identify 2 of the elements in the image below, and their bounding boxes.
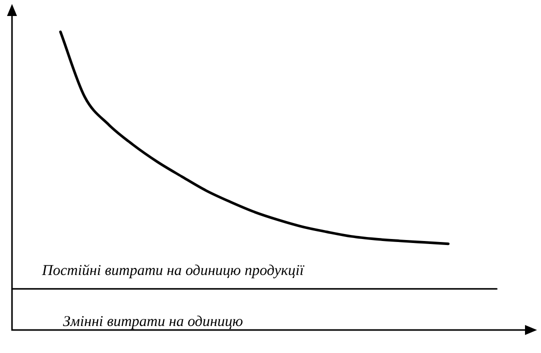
annotation: Змінні витрати на одиницю [63,314,244,330]
annotation: Постійні витрати на одиницю продукції [41,262,305,279]
